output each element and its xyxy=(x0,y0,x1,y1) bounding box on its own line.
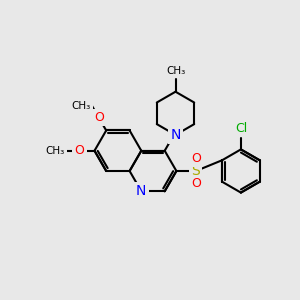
Text: CH₃: CH₃ xyxy=(71,101,91,111)
Text: O: O xyxy=(94,111,104,124)
Text: CH₃: CH₃ xyxy=(45,146,64,156)
Text: CH₃: CH₃ xyxy=(166,65,185,76)
Text: S: S xyxy=(191,164,200,178)
Text: O: O xyxy=(191,152,201,165)
Text: Cl: Cl xyxy=(235,122,247,135)
Text: N: N xyxy=(170,128,181,142)
Text: O: O xyxy=(75,144,84,157)
Text: N: N xyxy=(136,184,146,198)
Text: O: O xyxy=(191,177,201,190)
